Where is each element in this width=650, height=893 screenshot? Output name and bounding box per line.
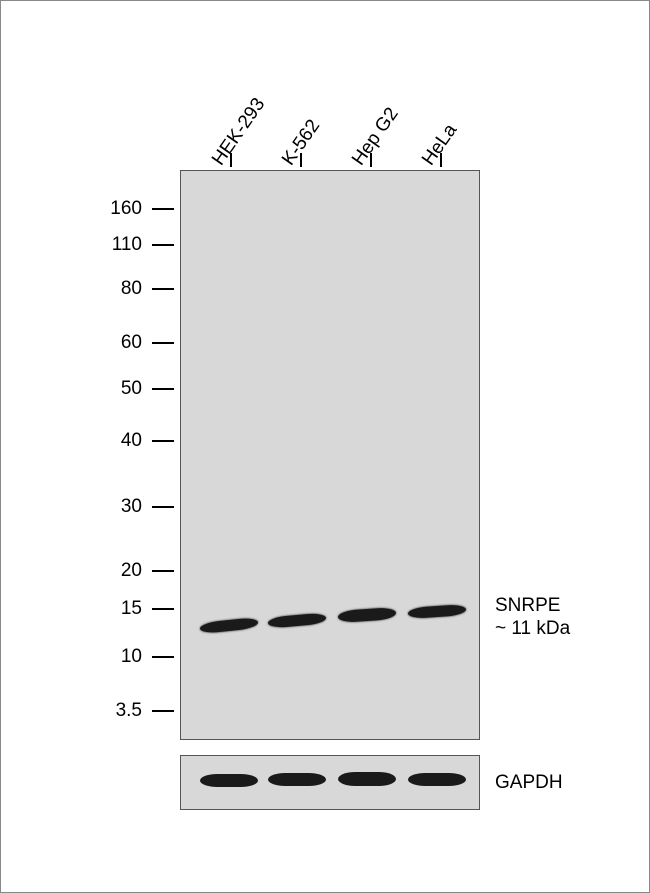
lane-label: HeLa [418, 120, 462, 170]
loading-band [200, 774, 258, 787]
mw-tick [152, 506, 174, 508]
mw-tick [152, 208, 174, 210]
mw-tick [152, 570, 174, 572]
mw-label: 40 [92, 430, 142, 452]
mw-tick [152, 608, 174, 610]
mw-label: 60 [92, 332, 142, 354]
mw-tick [152, 656, 174, 658]
western-blot-figure: 160 110 80 60 50 40 30 20 15 10 3.5 HEK-… [50, 40, 610, 860]
loading-band [408, 773, 466, 786]
lane-label: HEK-293 [208, 94, 270, 170]
mw-tick [152, 244, 174, 246]
loading-band [338, 772, 396, 786]
target-name-label: SNRPE [495, 595, 560, 617]
mw-label: 20 [92, 560, 142, 582]
mw-label: 50 [92, 378, 142, 400]
target-mw-label: ~ 11 kDa [495, 618, 570, 640]
lane-label: Hep G2 [348, 104, 404, 170]
mw-label: 10 [92, 646, 142, 668]
loading-band [268, 773, 326, 786]
mw-tick [152, 388, 174, 390]
mw-label: 30 [92, 496, 142, 518]
mw-tick [152, 440, 174, 442]
mw-label: 160 [92, 198, 142, 220]
main-blot-membrane [180, 170, 480, 740]
mw-tick [152, 710, 174, 712]
mw-label: 110 [92, 234, 142, 256]
mw-label: 80 [92, 278, 142, 300]
loading-control-label: GAPDH [495, 772, 563, 794]
mw-tick [152, 342, 174, 344]
mw-label: 15 [92, 598, 142, 620]
lane-label: K-562 [278, 116, 325, 170]
mw-label: 3.5 [92, 700, 142, 722]
mw-tick [152, 288, 174, 290]
